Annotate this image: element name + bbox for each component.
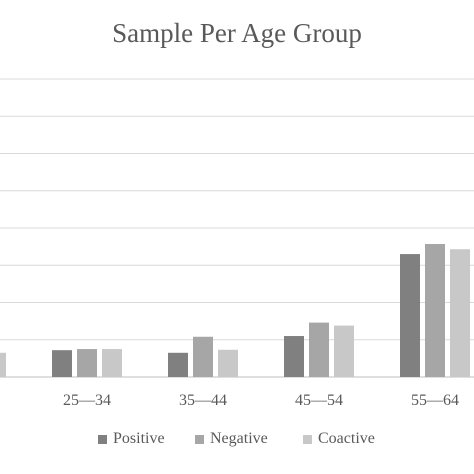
- legend-label: Positive: [113, 430, 165, 447]
- x-tick-label: 55—64: [411, 392, 459, 409]
- legend-swatch: [303, 434, 312, 444]
- legend-label: Negative: [210, 430, 268, 447]
- bar-positive: [168, 352, 188, 377]
- bar-coactive: [334, 325, 354, 377]
- legend-item-negative: Negative: [195, 430, 268, 448]
- bar-positive: [400, 254, 420, 377]
- bar-negative: [77, 349, 97, 377]
- bar-positive: [284, 336, 304, 377]
- bar-negative: [309, 322, 329, 377]
- x-tick-label: 25—34: [63, 392, 111, 409]
- legend-item-coactive: Coactive: [303, 430, 375, 448]
- bar-coactive: [0, 352, 6, 377]
- x-tick-label: 35—44: [179, 392, 227, 409]
- bars: [0, 244, 470, 377]
- chart-title: Sample Per Age Group: [112, 18, 362, 48]
- bar-positive: [52, 350, 72, 377]
- legend: Positive Negative Coactive: [0, 430, 474, 456]
- x-tick-label: 45—54: [295, 392, 343, 409]
- legend-swatch: [195, 434, 204, 444]
- legend-swatch: [98, 434, 107, 444]
- bar-coactive: [218, 349, 238, 377]
- x-tick-labels: 25—34 35—44 45—54 55—64: [63, 392, 459, 409]
- legend-item-positive: Positive: [98, 430, 165, 448]
- bar-negative: [425, 244, 445, 377]
- bar-negative: [193, 336, 213, 377]
- legend-label: Coactive: [318, 430, 375, 447]
- bar-coactive: [102, 349, 122, 377]
- bar-coactive: [450, 249, 470, 377]
